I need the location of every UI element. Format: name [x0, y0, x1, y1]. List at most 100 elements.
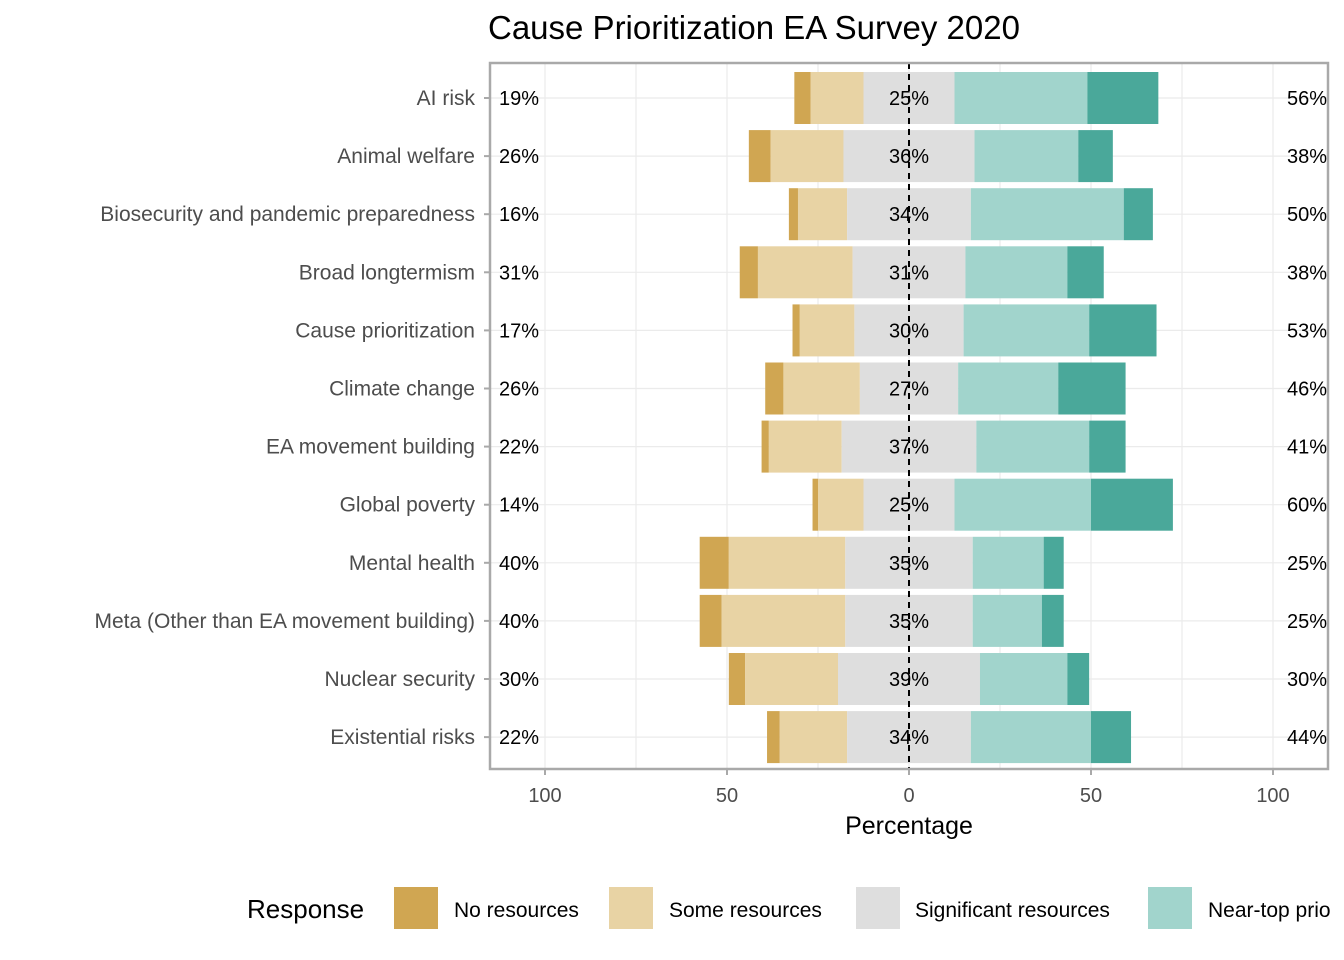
legend-label-near-top-prio: Near-top prio: [1208, 899, 1331, 922]
x-tick-label: 100: [528, 785, 561, 807]
bar-mental-health-s1: [728, 536, 846, 589]
left-label: 14%: [499, 495, 539, 517]
category-labels: AI risk Animal welfare Biosecurity and pan…: [94, 87, 490, 749]
bar-meta-other-than-ea-movement-building-s0: [699, 594, 722, 647]
category-label: Biosecurity and pandemic preparedness: [100, 203, 475, 226]
bar-meta-other-than-ea-movement-building-s1: [721, 594, 846, 647]
bar-broad-longtermism-s4: [1067, 246, 1104, 299]
right-label: 50%: [1287, 204, 1327, 226]
bar-climate-change-s3: [958, 362, 1059, 415]
bar-existential-risks-s4: [1091, 711, 1132, 764]
left-label: 40%: [499, 553, 539, 575]
legend-key-significant-resources: [856, 887, 900, 929]
right-label: 25%: [1287, 553, 1327, 575]
left-label: 22%: [499, 727, 539, 749]
x-axis-ticks: 100 50 0 50 100: [528, 769, 1290, 807]
x-tick-label: 50: [716, 785, 738, 807]
bar-cause-prioritization-s1: [799, 304, 855, 357]
bar-ai-risk-s1: [810, 72, 864, 124]
x-tick-label: 100: [1256, 785, 1289, 807]
x-tick-label: 50: [1080, 785, 1102, 807]
center-label: 34%: [889, 727, 929, 749]
right-label: 46%: [1287, 379, 1327, 401]
bar-cause-prioritization-s0: [792, 304, 800, 357]
bar-ai-risk-s4: [1087, 72, 1159, 124]
bar-biosecurity-and-pandemic-preparedness-s4: [1123, 188, 1153, 241]
category-label: Existential risks: [330, 726, 475, 749]
bar-meta-other-than-ea-movement-building-s3: [972, 594, 1042, 647]
bar-mental-health-s0: [699, 536, 729, 589]
x-tick-label: 0: [903, 785, 914, 807]
bar-existential-risks-s1: [779, 711, 848, 764]
bar-global-poverty-s4: [1091, 478, 1173, 531]
right-label: 53%: [1287, 320, 1327, 342]
right-label: 44%: [1287, 727, 1327, 749]
center-label: 35%: [889, 611, 929, 633]
bar-broad-longtermism-s3: [965, 246, 1068, 299]
right-label: 38%: [1287, 262, 1327, 284]
center-label: 27%: [889, 379, 929, 401]
bar-nuclear-security-s1: [745, 653, 839, 705]
center-label: 25%: [889, 88, 929, 110]
legend-title: Response: [247, 894, 364, 924]
right-label: 30%: [1287, 669, 1327, 691]
center-label: 30%: [889, 320, 929, 342]
bar-animal-welfare-s3: [974, 130, 1079, 183]
center-label: 37%: [889, 437, 929, 459]
bar-ai-risk-s3: [954, 72, 1088, 124]
left-label: 31%: [499, 262, 539, 284]
bar-global-poverty-s3: [954, 478, 1091, 531]
legend-label-significant-resources: Significant resources: [915, 899, 1110, 922]
right-label: 25%: [1287, 611, 1327, 633]
center-label: 31%: [889, 262, 929, 284]
bar-animal-welfare-s4: [1078, 130, 1113, 183]
bar-global-poverty-s0: [812, 478, 818, 531]
bar-climate-change-s4: [1058, 362, 1126, 415]
right-label: 38%: [1287, 146, 1327, 168]
chart-title: Cause Prioritization EA Survey 2020: [488, 9, 1020, 46]
left-label: 26%: [499, 146, 539, 168]
category-label: Nuclear security: [324, 668, 475, 691]
category-label: Cause prioritization: [295, 319, 475, 342]
bar-nuclear-security-s4: [1067, 653, 1090, 705]
right-label: 41%: [1287, 437, 1327, 459]
bar-climate-change-s0: [765, 362, 784, 415]
bar-broad-longtermism-s0: [739, 246, 758, 299]
bar-mental-health-s3: [972, 536, 1044, 589]
right-label: 60%: [1287, 495, 1327, 517]
x-axis-title: Percentage: [845, 812, 973, 840]
bar-biosecurity-and-pandemic-preparedness-s0: [788, 188, 798, 241]
left-label: 19%: [499, 88, 539, 110]
category-label: Climate change: [329, 378, 475, 401]
bar-animal-welfare-s0: [748, 130, 771, 183]
category-label: Meta (Other than EA movement building): [94, 610, 475, 633]
value-labels: 19% 25% 56% 26% 36% 38% 16% 34% 50% 31% 31% 38% 17% 3…: [499, 88, 1327, 749]
bar-ea-movement-building-s1: [768, 420, 842, 473]
center-label: 36%: [889, 146, 929, 168]
bar-broad-longtermism-s1: [757, 246, 853, 299]
bar-meta-other-than-ea-movement-building-s4: [1041, 594, 1064, 647]
bar-nuclear-security-s3: [979, 653, 1068, 705]
bar-cause-prioritization-s4: [1089, 304, 1157, 357]
bar-nuclear-security-s0: [728, 653, 746, 705]
category-label: Global poverty: [340, 494, 476, 517]
category-label: Animal welfare: [337, 145, 475, 168]
bar-ea-movement-building-s0: [761, 420, 769, 473]
legend-key-near-top-prio: [1148, 887, 1192, 929]
legend-key-some-resources: [609, 887, 653, 929]
center-label: 39%: [889, 669, 929, 691]
center-label: 35%: [889, 553, 929, 575]
left-label: 30%: [499, 669, 539, 691]
bar-ea-movement-building-s3: [976, 420, 1090, 473]
bar-existential-risks-s3: [970, 711, 1091, 764]
bar-cause-prioritization-s3: [963, 304, 1090, 357]
left-label: 40%: [499, 611, 539, 633]
bar-animal-welfare-s1: [770, 130, 844, 183]
left-label: 17%: [499, 320, 539, 342]
bar-ai-risk-s0: [794, 72, 811, 124]
legend-label-no-resources: No resources: [454, 899, 579, 922]
right-label: 56%: [1287, 88, 1327, 110]
center-label: 34%: [889, 204, 929, 226]
legend-key-no-resources: [394, 887, 438, 929]
bar-ea-movement-building-s4: [1089, 420, 1126, 473]
